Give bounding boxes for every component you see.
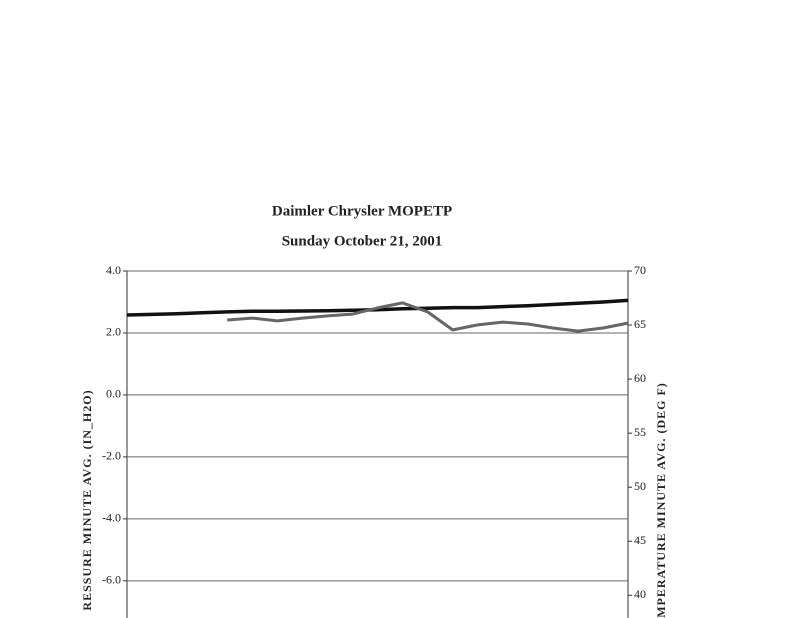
chart-title: Daimler Chrysler MOPETP <box>272 203 452 219</box>
y2-axis-title: MPERATURE MINUTE AVG. (DEG F) <box>654 382 668 618</box>
y2-tick-label: 65 <box>634 317 646 331</box>
series-line <box>227 301 629 333</box>
y2-tick-label: 60 <box>634 371 646 385</box>
y-tick-label: -2.0 <box>102 449 121 463</box>
y-axis-title: RESSURE MINUTE AVG. (IN_H2O) <box>80 389 94 610</box>
y2-tick-label: 70 <box>634 263 646 277</box>
y-tick-label: 2.0 <box>106 325 121 339</box>
y2-tick-label: 40 <box>634 587 646 601</box>
y-tick-label: 0.0 <box>106 387 121 401</box>
y-tick-label: -6.0 <box>102 573 121 587</box>
y-tick-label: 4.0 <box>106 263 121 277</box>
chart-subtitle: Sunday October 21, 2001 <box>282 233 443 249</box>
y-tick-label: -4.0 <box>102 511 121 525</box>
series-line <box>126 298 629 317</box>
y2-tick-label: 45 <box>634 533 646 547</box>
y2-tick-label: 50 <box>634 479 646 493</box>
y2-tick-label: 55 <box>634 425 646 439</box>
